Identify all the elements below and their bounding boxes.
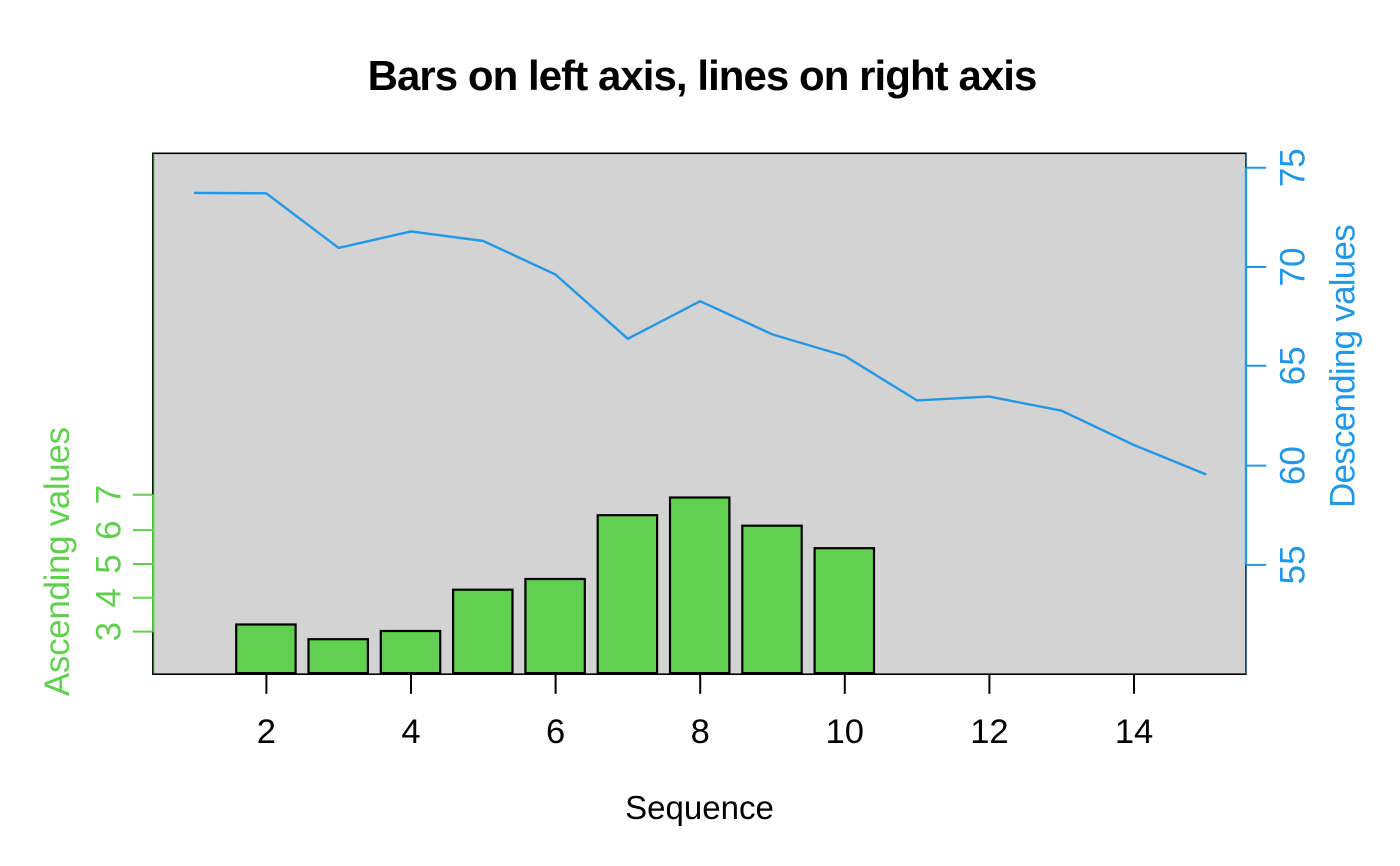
svg-text:Sequence: Sequence — [625, 789, 774, 826]
svg-text:70: 70 — [1273, 248, 1312, 287]
svg-text:2: 2 — [257, 713, 276, 751]
svg-text:65: 65 — [1273, 346, 1312, 385]
svg-text:Ascending values: Ascending values — [38, 427, 77, 696]
svg-text:8: 8 — [691, 713, 710, 751]
svg-text:5: 5 — [89, 554, 128, 573]
svg-text:4: 4 — [401, 713, 420, 751]
svg-text:60: 60 — [1273, 446, 1312, 485]
svg-text:55: 55 — [1273, 545, 1312, 584]
svg-text:14: 14 — [1115, 713, 1153, 751]
svg-text:12: 12 — [970, 713, 1008, 751]
svg-text:7: 7 — [89, 485, 128, 504]
svg-text:6: 6 — [89, 520, 128, 539]
svg-text:Descending values: Descending values — [1323, 225, 1362, 508]
svg-text:3: 3 — [89, 622, 128, 641]
svg-text:Bars on left axis, lines on ri: Bars on left axis, lines on right axis — [368, 52, 1037, 99]
svg-text:6: 6 — [546, 713, 565, 751]
svg-text:75: 75 — [1273, 148, 1312, 187]
svg-text:4: 4 — [89, 588, 128, 607]
svg-text:10: 10 — [826, 713, 864, 751]
